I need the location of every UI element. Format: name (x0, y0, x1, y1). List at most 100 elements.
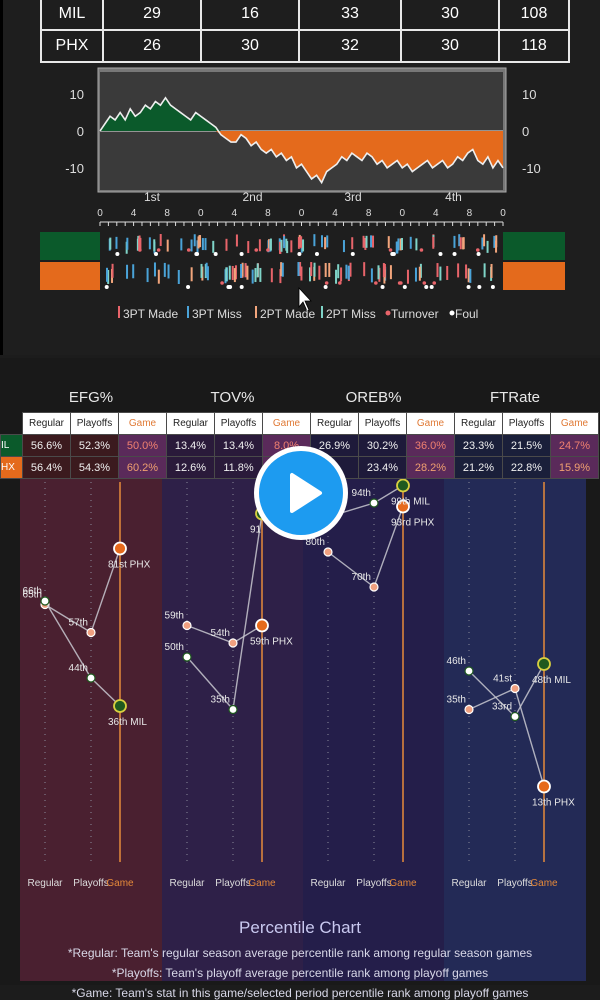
total-score: 118 (498, 29, 570, 63)
shot-event-mark (197, 236, 200, 249)
metric-title: TOV% (211, 389, 255, 406)
shot-event-mark (389, 265, 392, 280)
legend-label: 2PT Made (260, 307, 315, 321)
left-edge (0, 0, 3, 355)
shot-event-mark (363, 262, 366, 277)
turnover-mark (388, 248, 393, 252)
play-button[interactable] (254, 446, 348, 540)
percentile-label: 59th (165, 611, 184, 622)
shot-event-mark (453, 235, 456, 248)
minute-tick-label: 8 (265, 208, 271, 219)
legend-swatch (449, 310, 455, 316)
note-regular: *Regular: Team's regular season average … (67, 946, 533, 960)
percentile-label: 41st (493, 674, 512, 685)
shot-event-mark (201, 238, 204, 251)
quarter-score: 30 (400, 29, 500, 63)
category-label: Game (106, 878, 134, 889)
metric-title: FTRate (490, 389, 540, 406)
percentile-point-phx (396, 499, 410, 514)
play-icon[interactable] (254, 446, 348, 540)
shot-event-mark (302, 239, 305, 252)
category-label: Playoffs (356, 878, 391, 889)
percentile-point-phx (464, 704, 474, 715)
percentile-point-mil (510, 711, 520, 722)
quarter-label: 2nd (242, 190, 262, 204)
shot-event-mark (200, 263, 203, 278)
percentile-point-phx (369, 582, 379, 592)
y-tick-right: -10 (522, 161, 541, 176)
shot-event-mark (199, 235, 202, 248)
shot-event-mark (349, 262, 352, 277)
shot-event-mark (240, 263, 243, 278)
shot-event-mark (247, 241, 250, 254)
shot-event-mark (256, 263, 259, 278)
shot-event-mark (342, 240, 345, 253)
foul-mark (104, 285, 109, 289)
legend-swatch (187, 306, 189, 318)
foul-mark (466, 285, 471, 289)
shot-event-mark (493, 235, 496, 248)
shot-event-mark (206, 266, 209, 281)
shot-event-mark (490, 263, 493, 278)
total-score: 108 (498, 0, 570, 31)
turnover-mark (419, 248, 424, 252)
turnover-mark (324, 281, 329, 285)
category-label: Regular (451, 878, 487, 889)
foul-mark (402, 285, 407, 289)
shot-event-mark (270, 268, 273, 283)
shot-event-mark (432, 236, 435, 249)
note-game: *Game: Team's stat in this game/selected… (71, 986, 529, 1000)
shot-event-mark (297, 236, 300, 249)
quarter-label: 4th (445, 190, 462, 204)
note-playoffs: *Playoffs: Team's playoff average percen… (111, 966, 489, 980)
minute-tick-label: 4 (332, 208, 338, 219)
foul-mark (194, 252, 199, 256)
shot-event-mark (166, 239, 169, 252)
foul-mark (239, 252, 244, 256)
shot-event-mark (351, 237, 354, 250)
shot-event-mark (439, 266, 442, 281)
shot-event-mark (177, 269, 180, 284)
shot-event-mark (396, 241, 399, 254)
shot-event-mark (313, 234, 316, 247)
stat-playoffs: 52.3% (70, 434, 119, 457)
y-tick-left: -10 (65, 161, 84, 176)
percentile-label: 94th (352, 488, 371, 499)
y-tick-left: 10 (70, 87, 84, 102)
shot-event-mark (400, 238, 403, 251)
quarter-label: 3rd (344, 190, 361, 204)
scoreboard-row-mil: MIL 29 16 33 30 108 (40, 0, 570, 31)
percentile-label: 33rd (492, 702, 512, 713)
shot-event-mark (111, 263, 114, 278)
shot-event-mark (436, 263, 439, 278)
shot-event-mark (483, 234, 486, 247)
minute-tick-label: 0 (500, 208, 506, 219)
turnover-mark (422, 281, 427, 285)
shot-event-mark (212, 240, 215, 253)
minute-tick-label: 4 (232, 208, 238, 219)
shot-event-mark (299, 262, 302, 277)
shot-event-mark (324, 262, 327, 277)
stat-game: 60.2% (118, 456, 167, 479)
shot-event-mark (157, 269, 160, 284)
foul-mark (476, 252, 481, 256)
shot-event-mark (286, 241, 289, 254)
minute-tick-label: 8 (467, 208, 473, 219)
legend-label: Turnover (391, 307, 439, 321)
shot-event-mark (235, 234, 238, 247)
stat-playoffs: 11.8% (214, 456, 263, 479)
shot-event-mark (281, 262, 284, 277)
minute-tick-label: 0 (399, 208, 405, 219)
quarter-score: 32 (298, 29, 402, 63)
legend-swatch (118, 306, 120, 318)
category-label: Game (389, 878, 417, 889)
stat-regular: 12.6% (166, 456, 215, 479)
shot-event-mark (244, 263, 247, 278)
stat-playoffs: 23.4% (358, 456, 407, 479)
shot-event-mark (335, 269, 338, 284)
percentile-point-mil (369, 498, 379, 508)
header-playoffs: Playoffs (358, 412, 407, 435)
percentile-point-mil (86, 673, 96, 683)
shot-event-mark (107, 269, 110, 284)
percentile-label: 35th (211, 695, 230, 706)
